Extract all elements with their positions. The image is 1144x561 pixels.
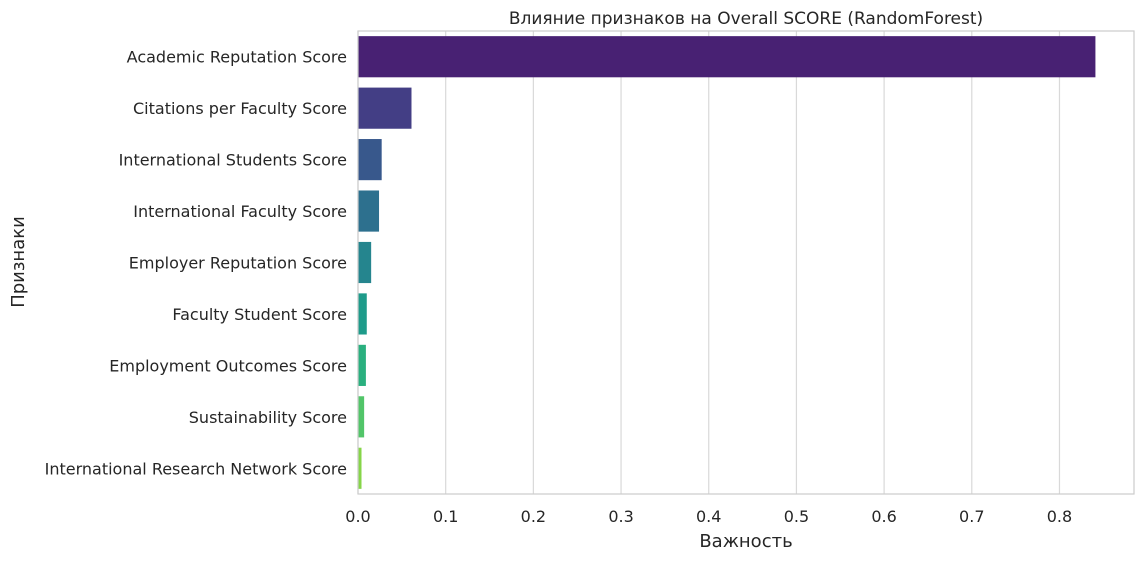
bar bbox=[358, 87, 412, 129]
grid bbox=[357, 31, 1061, 494]
chart-title: Влияние признаков на Overall SCORE (Rand… bbox=[509, 9, 983, 29]
x-tick-label: 0.1 bbox=[433, 507, 458, 526]
y-tick-label: Faculty Student Score bbox=[172, 305, 347, 324]
x-tick-label: 0.0 bbox=[345, 507, 370, 526]
bar bbox=[358, 190, 380, 232]
bar bbox=[358, 139, 382, 181]
y-tick-label: Employer Reputation Score bbox=[129, 254, 347, 273]
bars bbox=[358, 36, 1096, 489]
y-tick-label: International Students Score bbox=[119, 151, 347, 170]
bar bbox=[358, 36, 1096, 78]
x-tick-label: 0.7 bbox=[959, 507, 984, 526]
y-tick-label: Citations per Faculty Score bbox=[133, 99, 347, 118]
x-tick-label: 0.5 bbox=[784, 507, 809, 526]
bar bbox=[358, 344, 366, 386]
bar bbox=[358, 241, 372, 284]
y-tick-label: Academic Reputation Score bbox=[127, 48, 347, 67]
bar bbox=[358, 293, 367, 335]
bar bbox=[358, 396, 365, 438]
y-tick-label: International Faculty Score bbox=[133, 202, 347, 221]
bar bbox=[358, 447, 362, 489]
x-axis-label: Важность bbox=[699, 531, 792, 552]
x-tick-label: 0.6 bbox=[871, 507, 896, 526]
y-tick-labels: Academic Reputation Score Citations per F… bbox=[45, 48, 347, 479]
y-tick-label: Sustainability Score bbox=[189, 408, 347, 427]
x-tick-label: 0.2 bbox=[521, 507, 546, 526]
x-tick-label: 0.8 bbox=[1047, 507, 1072, 526]
x-tick-label: 0.3 bbox=[608, 507, 633, 526]
y-axis-label: Признаки bbox=[8, 216, 29, 308]
y-tick-label: International Research Network Score bbox=[45, 459, 347, 478]
x-tick-labels: 0.0 0.1 0.2 0.3 0.4 0.5 0.6 0.7 0.8 bbox=[345, 507, 1072, 526]
plot-frame bbox=[357, 30, 1135, 495]
y-tick-label: Employment Outcomes Score bbox=[109, 356, 347, 375]
x-tick-label: 0.4 bbox=[696, 507, 721, 526]
